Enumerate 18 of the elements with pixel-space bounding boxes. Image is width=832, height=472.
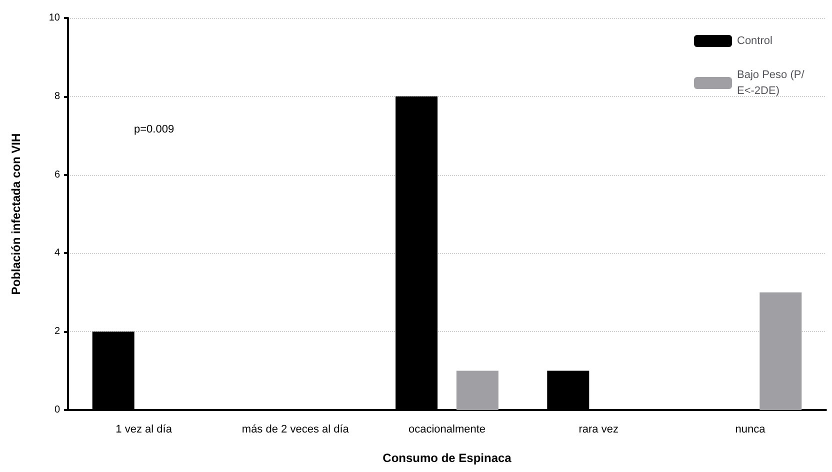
bar (760, 292, 802, 410)
x-tick-label: ocacionalmente (408, 424, 486, 436)
x-tick-label: más de 2 veces al día (242, 424, 350, 436)
legend-label: Bajo Peso (P/E<-2DE) (737, 69, 806, 97)
y-tick-label: 6 (54, 169, 60, 180)
x-tick-label: 1 vez al día (116, 424, 173, 436)
y-tick-label: 4 (54, 248, 60, 259)
y-tick-label: 0 (54, 404, 60, 416)
legend-label: Control (737, 35, 772, 47)
y-tick-label: 8 (54, 90, 60, 102)
y-tick-label: 2 (54, 326, 60, 338)
x-tick-label: nunca (735, 424, 766, 436)
y-axis-title: Población infectada con VIH (9, 133, 23, 295)
x-tick-label: rara vez (578, 424, 618, 436)
bar (456, 370, 498, 410)
y-tick-label: 10 (48, 12, 60, 24)
annotation: p=0.009 (134, 124, 174, 136)
x-axis-title: Consumo de Espinaca (382, 451, 512, 465)
